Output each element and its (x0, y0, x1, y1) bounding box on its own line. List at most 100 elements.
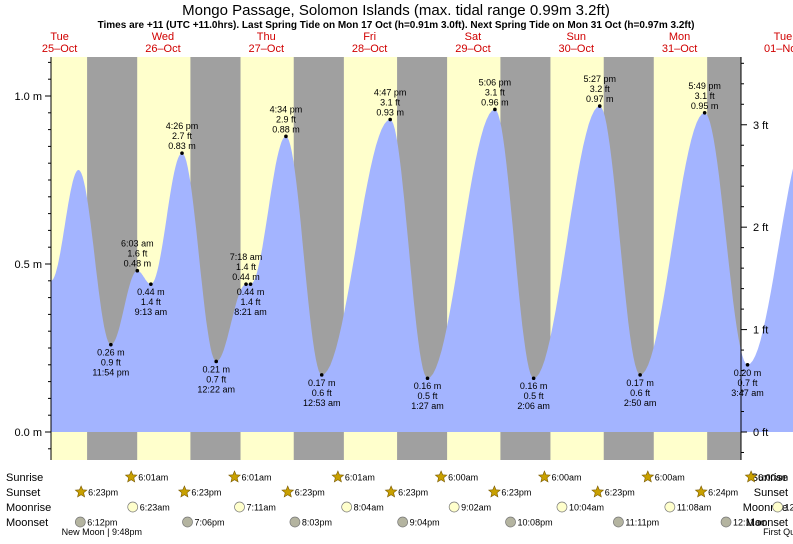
moon-moonrise-icon (234, 501, 245, 513)
sun-sunrise-icon (537, 470, 551, 483)
tide-label: 0.48 m (124, 259, 152, 269)
moon-moonset-icon (289, 516, 301, 528)
sunrise-time-label: 6:00am (448, 473, 478, 483)
moonset-time-label: 6:12pm (87, 518, 117, 528)
tide-label: 9:13 am (135, 307, 168, 317)
moon-moonset-icon (182, 516, 193, 528)
day-weekday-label: Thu (257, 31, 276, 43)
day-weekday-label: Sat (465, 31, 482, 43)
tide-label: 3.1 ft (485, 87, 506, 97)
row-label-left: Moonrise (6, 502, 51, 514)
sun-sunrise-icon (641, 470, 655, 483)
tide-label: 0.17 m (626, 378, 654, 388)
sunrise-time-label: 6:00am (655, 473, 685, 483)
tide-label: 3:47 am (731, 388, 764, 398)
tide-label: 0.26 m (97, 348, 125, 358)
moonset-time-label: 11:11pm (625, 518, 659, 528)
sun-sunrise-icon (434, 470, 448, 483)
tide-point (135, 268, 140, 273)
tide-label: 6:03 am (121, 239, 154, 249)
day-weekday-label: Fri (363, 31, 376, 43)
tide-label: 0.88 m (272, 124, 300, 134)
tide-label: 0.9 ft (101, 358, 122, 368)
tide-curve (51, 106, 793, 432)
tide-label: 0.95 m (691, 101, 719, 111)
y-tick-label-right: 3 ft (753, 120, 768, 132)
tide-label: 5:49 pm (688, 81, 721, 91)
day-date-label: 01–Nov (764, 43, 793, 55)
sunset-time-label: 6:23pm (191, 488, 221, 498)
sun-sunset-icon (591, 485, 605, 498)
tide-point (638, 373, 642, 377)
moon-moonrise-icon (341, 501, 353, 513)
moon-moonset-icon (613, 516, 624, 528)
tide-point (244, 282, 248, 286)
tide-point (702, 111, 707, 115)
tide-label: 3.2 ft (590, 84, 611, 94)
sunset-time-label: 6:23pm (295, 488, 325, 498)
moonrise-time-label: 6:23am (140, 503, 170, 513)
moon-moonset-icon (720, 516, 732, 528)
y-tick-label-right: 1 ft (753, 325, 768, 337)
tide-label: 0.6 ft (312, 388, 333, 398)
moonset-time-label: 7:06pm (195, 518, 225, 528)
tide-label: 1.4 ft (236, 262, 257, 272)
sun-sunset-icon (694, 485, 708, 498)
tide-point (388, 117, 392, 122)
moonrise-time-label: 11:08am (677, 503, 711, 513)
sun-sunset-icon (74, 485, 88, 498)
sun-sunset-icon (487, 485, 501, 498)
moon-moonrise-icon (556, 501, 568, 513)
tide-label: 0.44 m (232, 272, 260, 282)
tide-label: 1.4 ft (141, 297, 162, 307)
row-label-left: Moonset (6, 517, 48, 529)
tide-label: 3.1 ft (380, 98, 401, 108)
row-label-right: Sunrise (751, 472, 788, 484)
tide-label: 0.6 ft (630, 388, 651, 398)
tide-point (214, 359, 219, 364)
tide-label: 0.83 m (168, 141, 196, 151)
day-date-label: 27–Oct (249, 43, 284, 55)
moon-moonrise-icon (127, 501, 139, 513)
tide-label: 2.7 ft (172, 131, 193, 141)
day-weekday-label: Tue (774, 31, 793, 43)
sun-sunset-icon (281, 485, 295, 498)
tide-label: 4:34 pm (270, 104, 303, 114)
y-tick-label-right: 0 ft (753, 427, 768, 439)
y-tick-label-left: 0.0 m (14, 427, 42, 439)
moonset-time-label: 8:03pm (302, 518, 332, 528)
day-weekday-label: Mon (669, 31, 690, 43)
tide-point (180, 151, 184, 155)
y-tick-label-left: 1.0 m (14, 91, 42, 103)
sunrise-time-label: 6:01am (345, 473, 375, 483)
moon-phase-label: New Moon | 9:48pm (62, 527, 142, 537)
moon-moonset-icon (397, 516, 409, 528)
tide-label: 2.9 ft (276, 114, 297, 124)
moonrise-time-label: 9:02am (461, 503, 491, 513)
sun-sunset-icon (177, 485, 191, 498)
sun-sunset-icon (384, 485, 398, 498)
day-weekday-label: Tue (50, 31, 69, 43)
tide-label: 0.17 m (308, 378, 336, 388)
tide-label: 1.6 ft (127, 249, 148, 259)
row-label-right: Sunset (754, 487, 788, 499)
moon-moonset-icon (74, 516, 86, 528)
row-label-left: Sunrise (6, 472, 43, 484)
day-date-label: 26–Oct (145, 43, 180, 55)
tide-point (109, 342, 113, 347)
moonrise-time-label: 8:04am (354, 503, 384, 513)
tide-label: 0.96 m (481, 97, 509, 107)
tide-label: 8:21 am (234, 307, 267, 317)
day-date-label: 28–Oct (352, 43, 387, 55)
sunrise-time-label: 6:01am (138, 473, 168, 483)
moonset-time-label: 12:11am (733, 518, 767, 528)
sunset-time-label: 6:23pm (398, 488, 428, 498)
moonrise-time-label: 7:11am (247, 503, 276, 513)
y-tick-label-right: 2 ft (753, 222, 768, 234)
y-tick-label-left: 0.5 m (14, 259, 42, 271)
sunrise-time-label: 6:00am (551, 473, 581, 483)
sun-sunrise-icon (124, 470, 138, 483)
tide-label: 5:27 pm (583, 74, 616, 84)
tide-label: 0.5 ft (524, 391, 545, 401)
